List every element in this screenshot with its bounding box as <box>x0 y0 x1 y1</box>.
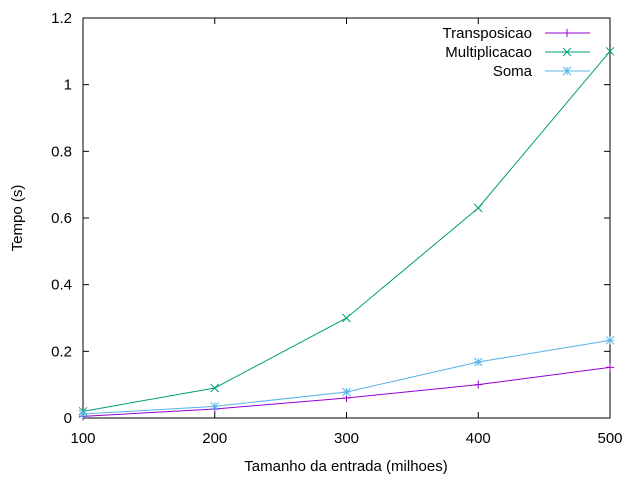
data-point-marker <box>473 203 483 213</box>
data-point-marker <box>474 380 483 389</box>
legend-label: Transposicao <box>443 25 533 42</box>
data-point-marker <box>78 409 88 419</box>
y-tick-label: 0.4 <box>51 277 72 294</box>
data-point-marker <box>606 363 614 372</box>
y-tick-label: 0.2 <box>51 343 72 360</box>
data-point-marker <box>562 66 572 76</box>
series-multiplicacao <box>78 46 615 416</box>
series-layer <box>78 46 615 421</box>
data-point-marker <box>210 401 220 411</box>
y-tick-label: 0.6 <box>51 210 72 227</box>
data-point-marker <box>473 357 483 367</box>
x-tick-label: 400 <box>466 430 491 447</box>
legend: Transposicao Multiplicacao Soma <box>443 25 590 80</box>
y-tick-label: 0.8 <box>51 143 72 160</box>
data-point-marker <box>562 47 572 57</box>
legend-entry: Multiplicacao <box>445 44 590 61</box>
y-tick-label: 0 <box>64 410 72 427</box>
data-point-marker <box>605 335 615 345</box>
x-tick-label: 200 <box>202 430 227 447</box>
x-axis-label: Tamanho da entrada (milhoes) <box>244 458 447 475</box>
legend-label: Multiplicacao <box>445 44 532 61</box>
legend-entry: Soma <box>493 63 590 80</box>
data-point-marker <box>605 46 615 56</box>
y-axis-label: Tempo (s) <box>9 185 26 252</box>
series-line <box>82 339 611 415</box>
series-line <box>82 51 611 412</box>
y-tick-label: 1.2 <box>51 10 72 27</box>
data-point-marker <box>342 313 351 323</box>
legend-label: Soma <box>493 63 533 80</box>
data-point-marker <box>563 29 571 37</box>
data-point-marker <box>210 383 220 393</box>
data-point-marker <box>342 387 351 397</box>
axis-ticks: 100 200 300 400 500 0 0.2 0.4 0.6 0.8 1 1.2 <box>51 10 622 447</box>
y-tick-label: 1 <box>64 77 72 94</box>
x-tick-label: 300 <box>334 430 359 447</box>
legend-entry: Transposicao <box>443 25 590 42</box>
x-tick-label: 500 <box>597 430 622 447</box>
x-tick-label: 100 <box>70 430 95 447</box>
series-soma <box>78 335 615 419</box>
